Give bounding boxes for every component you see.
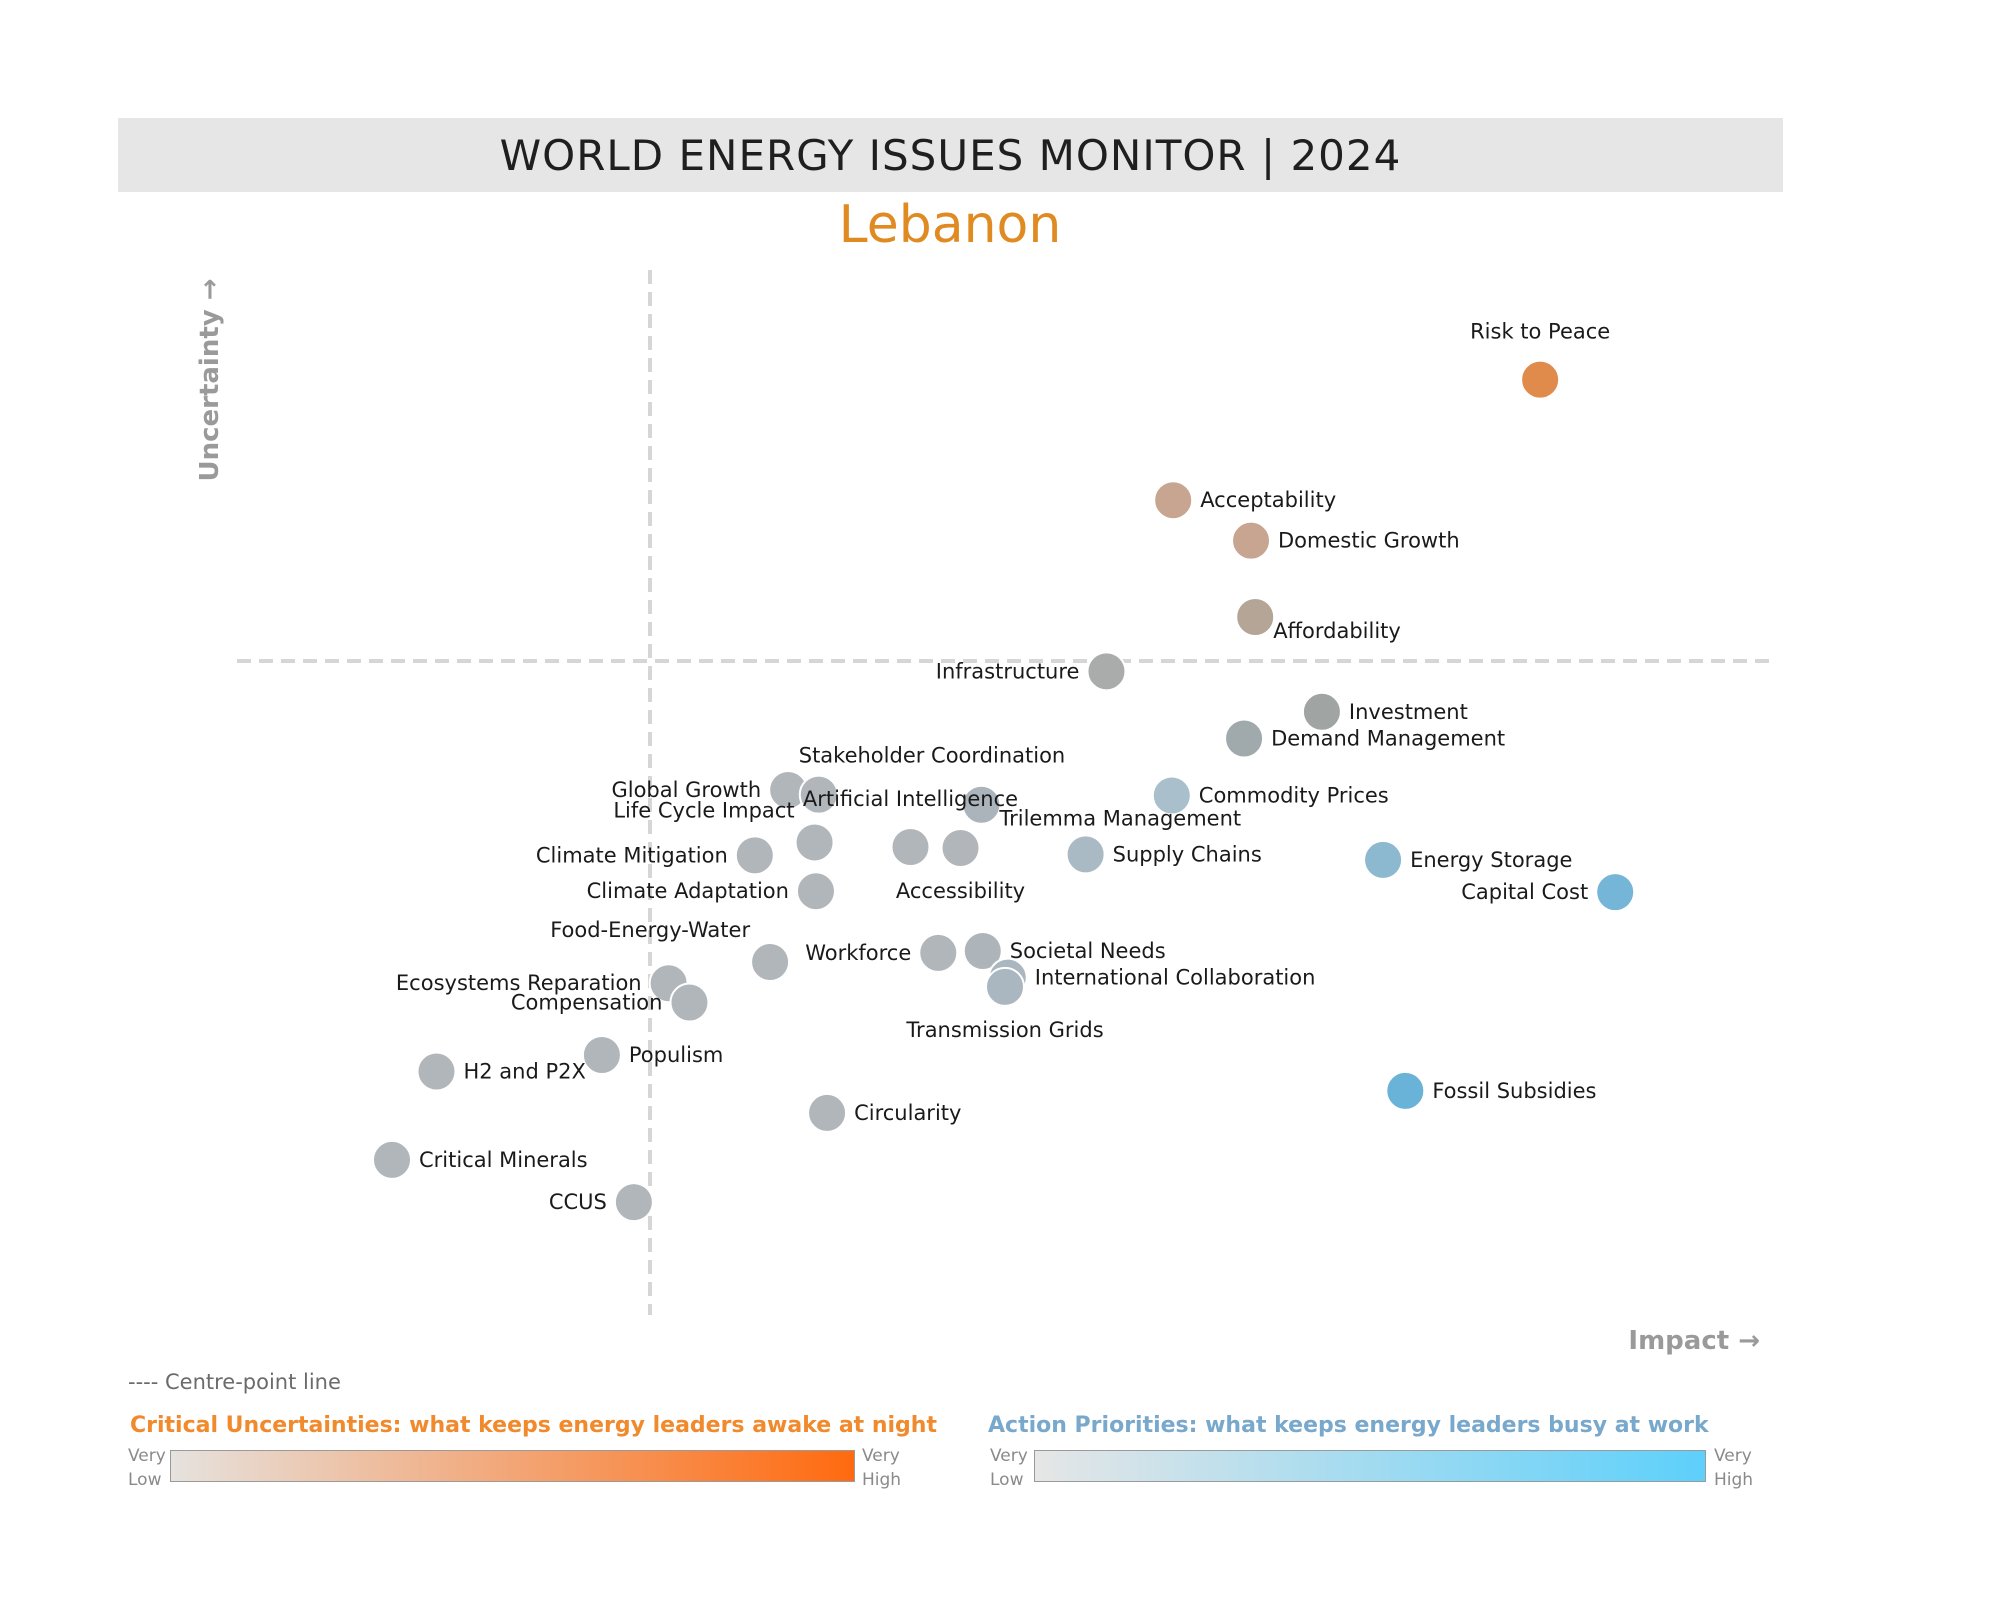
point-commodity-prices[interactable]: [1151, 775, 1192, 816]
point-affordability[interactable]: [1235, 597, 1276, 638]
point-populism[interactable]: [581, 1034, 622, 1075]
point-demand-management[interactable]: [1224, 718, 1265, 759]
point-compensation[interactable]: [669, 982, 710, 1023]
scale-high-line2: High: [1714, 1470, 1754, 1490]
scale-low-line2: Low: [990, 1470, 1024, 1490]
point-risk-to-peace[interactable]: [1520, 359, 1561, 400]
uncertainty-scale-low: Very Low: [128, 1444, 166, 1492]
point-label-domestic-growth: Domestic Growth: [1278, 529, 1460, 553]
title-bar: WORLD ENERGY ISSUES MONITOR | 2024: [118, 118, 1783, 192]
point-transmission-grids[interactable]: [985, 966, 1025, 1007]
priorities-legend-title: Action Priorities: what keeps energy lea…: [988, 1413, 1709, 1438]
point-label-ccus: CCUS: [549, 1190, 607, 1214]
point-label-h2-and-p2x: H2 and P2X: [463, 1060, 585, 1084]
point-label-food-energy-water: Food-Energy-Water: [550, 918, 750, 942]
point-label-populism: Populism: [629, 1043, 723, 1067]
point-fossil-subsidies[interactable]: [1385, 1070, 1426, 1111]
point-critical-minerals[interactable]: [372, 1139, 413, 1180]
point-accessibility[interactable]: [940, 827, 981, 868]
point-trilemma-management[interactable]: [961, 784, 1002, 825]
point-label-life-cycle-impact: Life Cycle Impact: [613, 798, 794, 822]
point-label-stakeholder-coordination: Stakeholder Coordination: [799, 744, 1066, 768]
scale-low-line1: Very: [128, 1446, 166, 1466]
point-label-societal-needs: Societal Needs: [1010, 939, 1166, 963]
point-label-capital-cost: Capital Cost: [1461, 880, 1588, 904]
point-label-acceptability: Acceptability: [1200, 488, 1336, 512]
point-food-energy-water[interactable]: [750, 942, 791, 983]
point-capital-cost[interactable]: [1595, 872, 1636, 913]
scale-high-line1: Very: [1714, 1446, 1752, 1466]
point-infrastructure[interactable]: [1086, 651, 1127, 692]
point-climate-adaptation[interactable]: [795, 871, 836, 912]
point-climate-mitigation[interactable]: [734, 835, 775, 876]
point-label-artificial-intelligence: Artificial Intelligence: [803, 787, 1018, 811]
point-label-risk-to-peace: Risk to Peace: [1470, 320, 1610, 344]
point-artificial-intelligence[interactable]: [890, 827, 931, 868]
point-label-transmission-grids: Transmission Grids: [905, 1018, 1103, 1042]
points-layer: Risk to Peace Acceptability Domestic Growt…: [372, 320, 1636, 1223]
scale-low-line1: Very: [990, 1446, 1028, 1466]
point-label-fossil-subsidies: Fossil Subsidies: [1432, 1079, 1596, 1103]
point-label-compensation: Compensation: [511, 991, 663, 1015]
point-domestic-growth[interactable]: [1231, 520, 1272, 561]
point-label-international-collaboration: International Collaboration: [1035, 966, 1316, 990]
point-label-investment: Investment: [1349, 700, 1468, 724]
point-label-infrastructure: Infrastructure: [936, 659, 1080, 683]
point-label-climate-adaptation: Climate Adaptation: [587, 879, 789, 903]
point-label-accessibility: Accessibility: [896, 879, 1025, 903]
priority-scale-high: Very High: [1714, 1444, 1753, 1492]
point-label-climate-mitigation: Climate Mitigation: [536, 843, 728, 867]
point-circularity[interactable]: [807, 1092, 848, 1133]
point-label-global-growth: Global Growth: [611, 778, 761, 802]
point-energy-storage[interactable]: [1363, 839, 1404, 880]
uncertainties-legend-title: Critical Uncertainties: what keeps energ…: [130, 1413, 937, 1438]
scale-low-line2: Low: [128, 1470, 162, 1490]
y-axis-title: Uncertainty →: [195, 278, 225, 481]
scale-high-line2: High: [862, 1470, 902, 1490]
point-stakeholder-coordination[interactable]: [798, 774, 839, 815]
point-ccus[interactable]: [613, 1182, 654, 1223]
point-label-supply-chains: Supply Chains: [1113, 842, 1262, 866]
point-label-commodity-prices: Commodity Prices: [1199, 784, 1389, 808]
point-h2-and-p2x[interactable]: [416, 1051, 457, 1092]
point-label-affordability: Affordability: [1273, 619, 1401, 643]
point-label-critical-minerals: Critical Minerals: [419, 1148, 588, 1172]
priority-gradient-bar: [1034, 1450, 1706, 1482]
point-label-trilemma-management: Trilemma Management: [998, 807, 1241, 831]
uncertainty-gradient-bar: [170, 1450, 855, 1482]
point-life-cycle-impact[interactable]: [794, 822, 835, 863]
point-workforce[interactable]: [918, 932, 959, 973]
point-acceptability[interactable]: [1153, 480, 1194, 521]
point-societal-needs[interactable]: [962, 931, 1003, 971]
x-axis-title: Impact →: [1628, 1326, 1760, 1356]
point-label-workforce: Workforce: [805, 941, 911, 965]
page-title: WORLD ENERGY ISSUES MONITOR | 2024: [499, 130, 1402, 180]
centre-point-note: ---- Centre-point line: [128, 1370, 341, 1394]
point-label-ecosystems-reparation: Ecosystems Reparation: [396, 971, 642, 995]
point-label-demand-management: Demand Management: [1271, 726, 1505, 750]
point-label-circularity: Circularity: [854, 1101, 961, 1125]
priority-scale-low: Very Low: [990, 1444, 1028, 1492]
uncertainty-scale-high: Very High: [862, 1444, 901, 1492]
point-label-energy-storage: Energy Storage: [1410, 848, 1572, 872]
scale-high-line1: Very: [862, 1446, 900, 1466]
point-investment[interactable]: [1301, 691, 1342, 732]
country-title: Lebanon: [838, 195, 1062, 255]
point-supply-chains[interactable]: [1065, 834, 1106, 875]
